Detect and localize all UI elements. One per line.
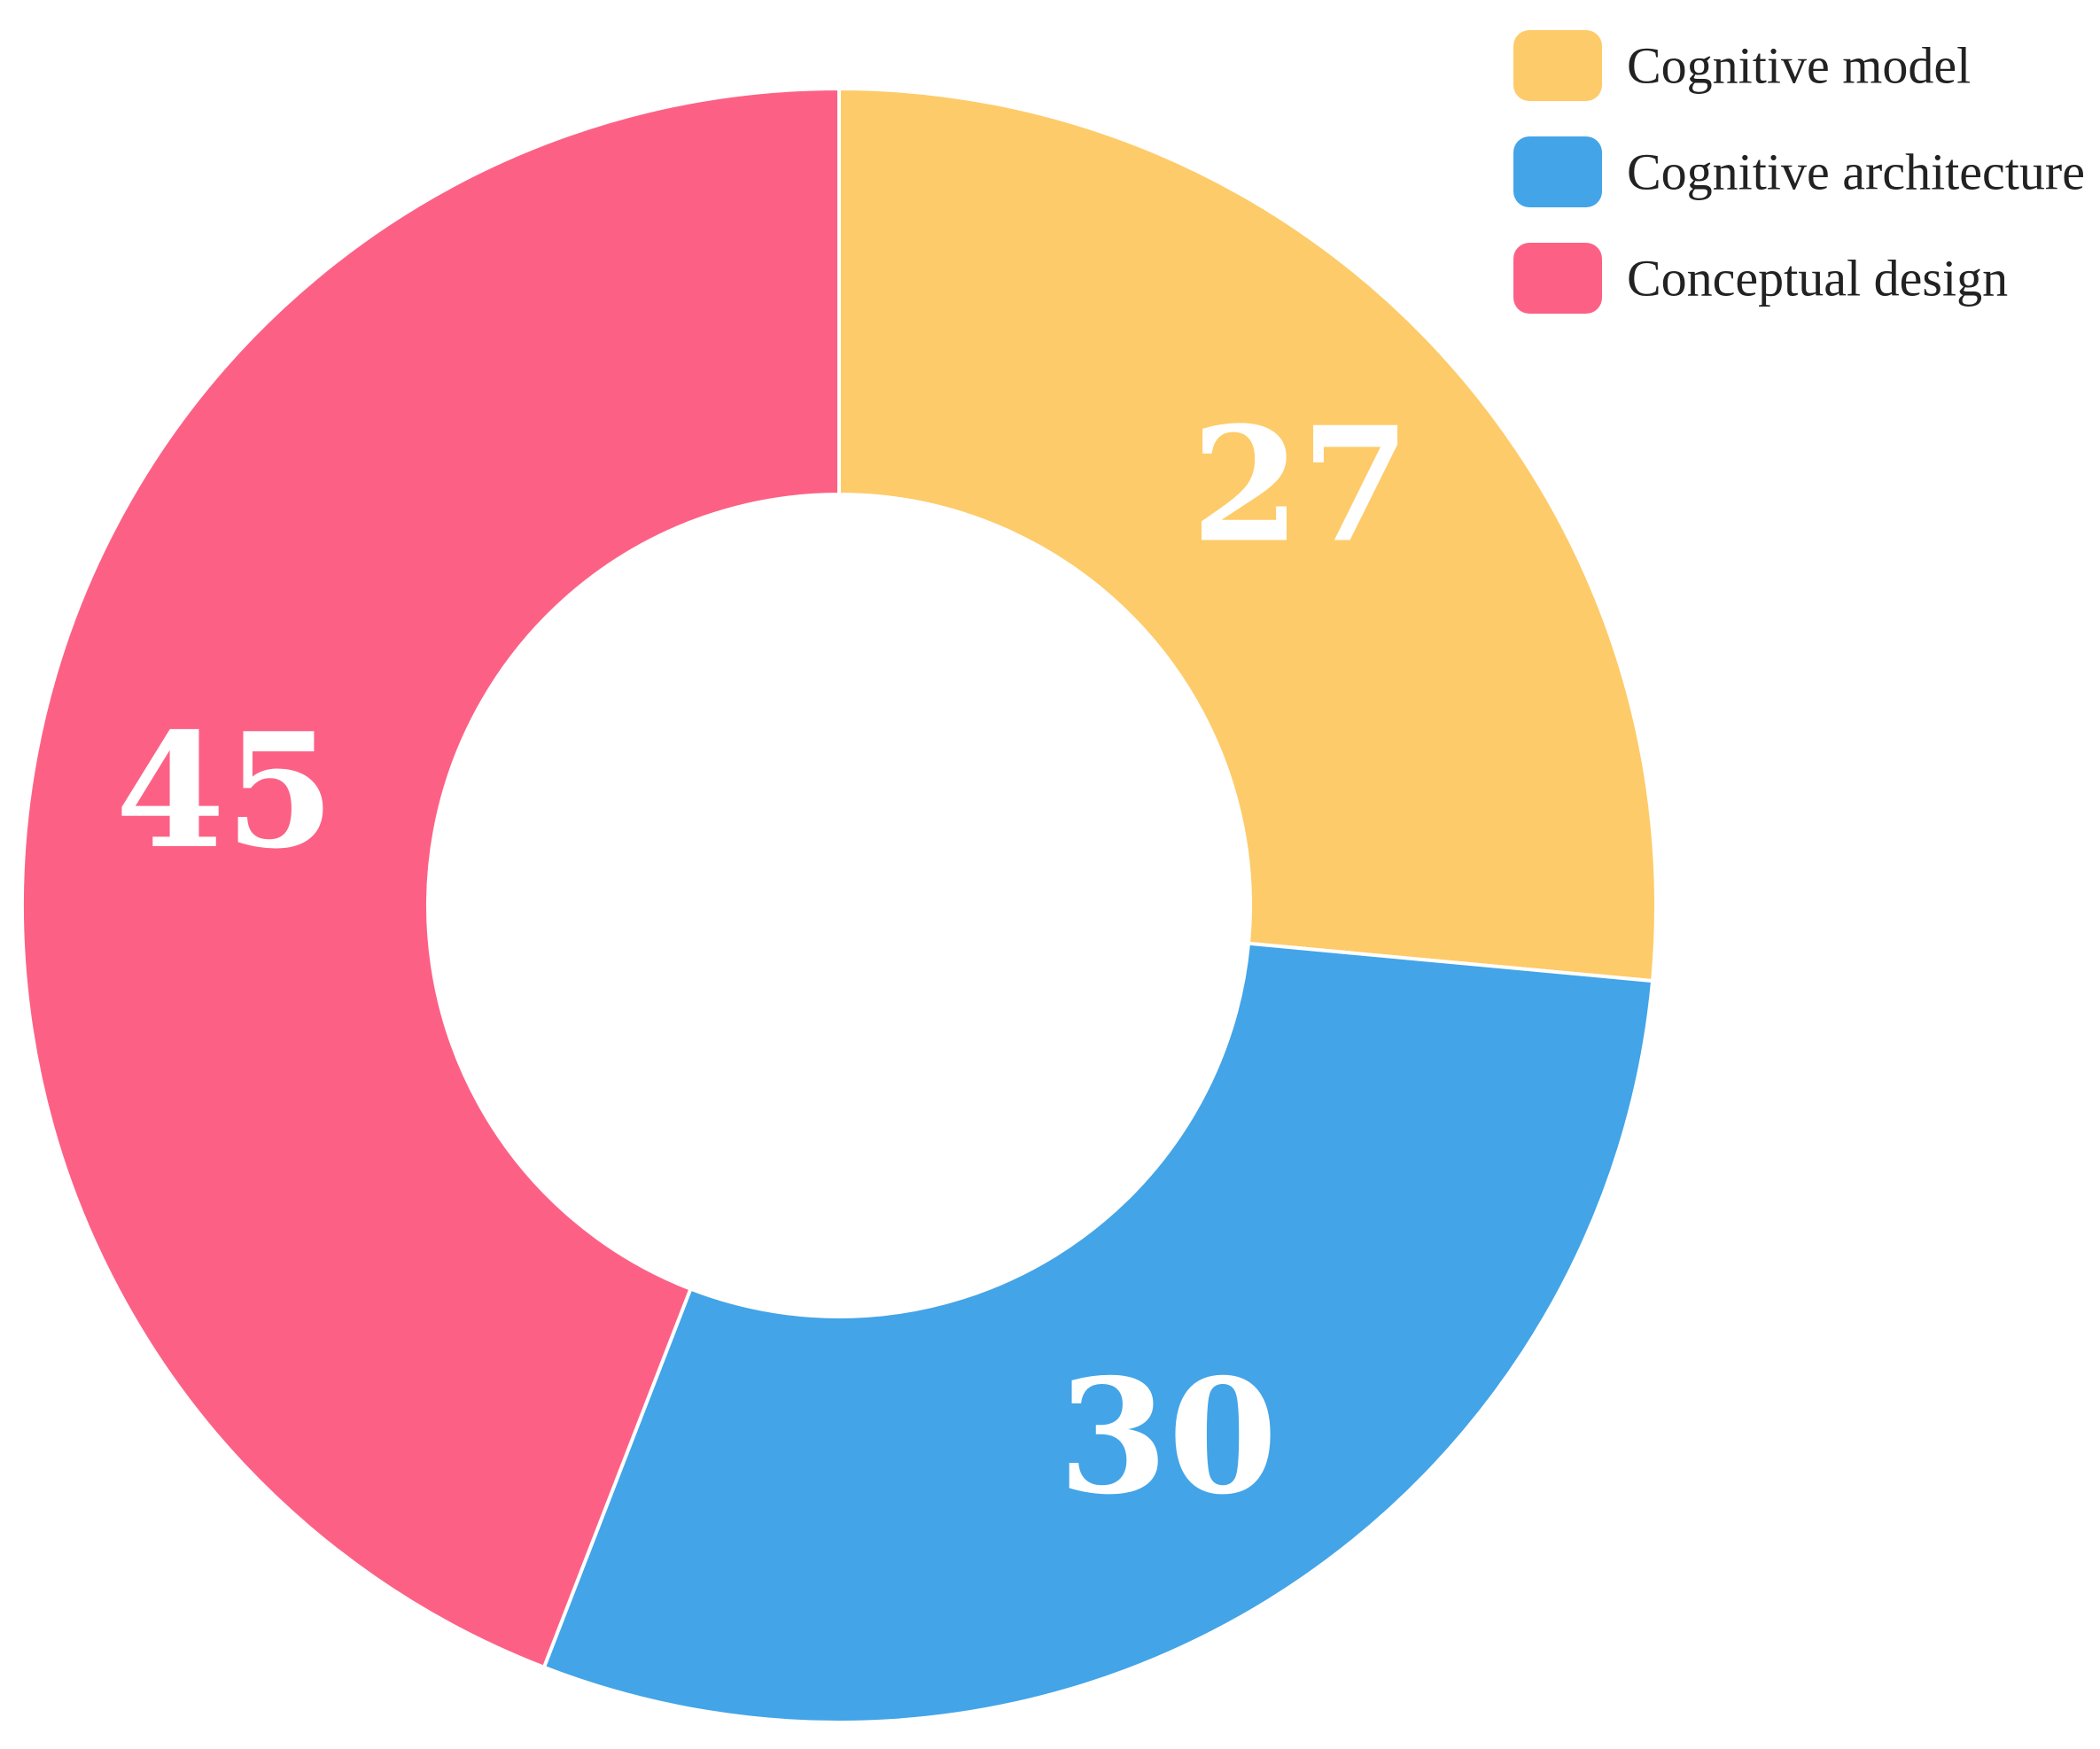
legend-label-cognitive-model: Cognitive model: [1627, 37, 1971, 95]
legend-swatch-cognitive-architecture: [1513, 136, 1602, 207]
legend: Cognitive model Cognitive architecture Con…: [1513, 30, 2085, 314]
slice-cognitive-model: [837, 86, 1658, 983]
legend-label-conceptual-design: Conceptual design: [1627, 250, 2008, 307]
data-label-cognitive-model: 27: [1191, 393, 1411, 578]
data-label-conceptual-design: 45: [115, 698, 335, 883]
slice-cognitive-architecture: [541, 941, 1655, 1724]
legend-swatch-conceptual-design: [1513, 243, 1602, 314]
legend-label-cognitive-architecture: Cognitive architecture: [1627, 144, 2085, 201]
donut-slices: [20, 86, 1658, 1724]
legend-swatch-cognitive-model: [1513, 30, 1602, 101]
data-label-cognitive-architecture: 30: [1058, 1344, 1278, 1529]
data-labels: 27 30 45: [115, 393, 1411, 1529]
slice-conceptual-design: [20, 86, 841, 1670]
